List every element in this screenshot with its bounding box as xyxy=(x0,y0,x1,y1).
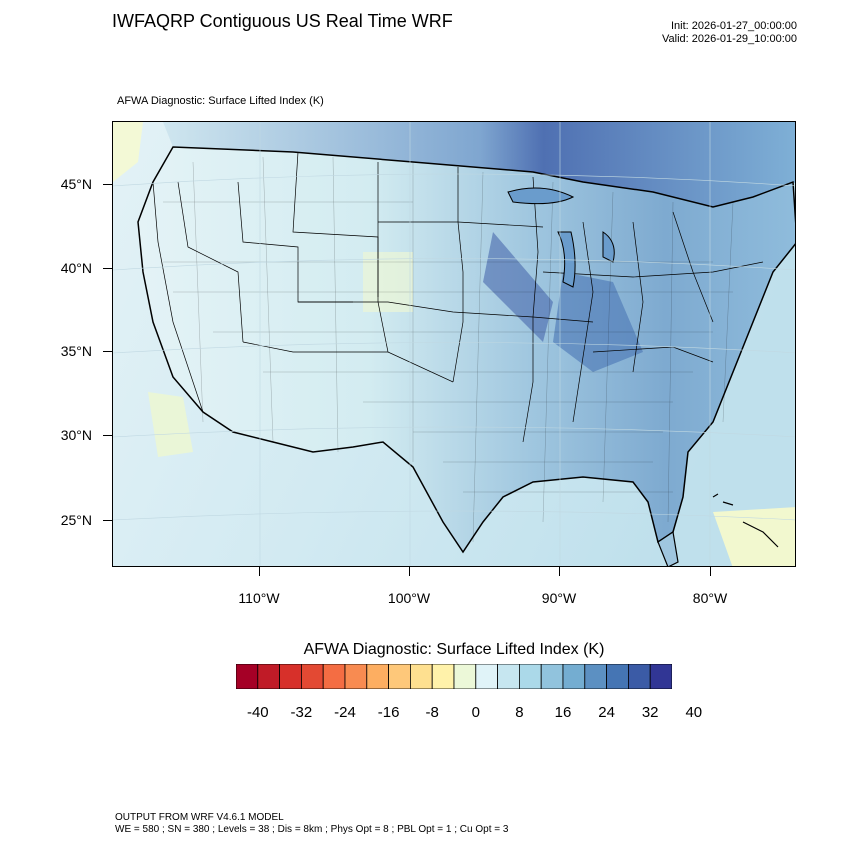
colorbar-swatch xyxy=(322,664,346,689)
lon-tick xyxy=(559,567,560,576)
caribbean-islands xyxy=(712,493,779,548)
colorbar-swatch xyxy=(562,664,586,689)
lon-label-100: 100°W xyxy=(387,590,431,606)
colorbar-tick-label: 0 xyxy=(471,704,480,721)
lat-label-30: 30°N xyxy=(60,427,92,443)
colorbar-swatch xyxy=(475,664,499,689)
footer-line-1: OUTPUT FROM WRF V4.6.1 MODEL xyxy=(115,812,284,823)
florida xyxy=(657,530,679,566)
colorbar-swatch xyxy=(584,664,607,689)
lat-tick xyxy=(103,268,112,269)
colorbar-tick-label: -8 xyxy=(425,704,439,721)
lat-tick xyxy=(103,351,112,352)
colorbar-tick-label: 8 xyxy=(515,704,524,721)
colorbar-swatch xyxy=(627,664,651,689)
valid-time: Valid: 2026-01-29_10:00:00 xyxy=(662,33,797,45)
lon-label-90: 90°W xyxy=(541,590,577,606)
colorbar-tick-label: 24 xyxy=(598,704,615,721)
lat-label-35: 35°N xyxy=(60,343,92,359)
canada-land xyxy=(163,122,795,207)
colorbar-swatch xyxy=(279,664,302,689)
colorbar-swatch xyxy=(388,664,411,689)
colorbar-swatch xyxy=(453,664,477,689)
init-valid-times: Init: 2026-01-27_00:00:00 Valid: 2026-01… xyxy=(662,20,797,46)
baja-patch xyxy=(148,392,193,457)
state-borders xyxy=(152,151,764,443)
lat-tick xyxy=(103,520,112,521)
colorbar-title: AFWA Diagnostic: Surface Lifted Index (K… xyxy=(303,641,605,658)
colorbar-swatch xyxy=(431,664,455,689)
lon-label-110: 110°W xyxy=(238,590,280,606)
conus-land xyxy=(137,146,795,554)
lake-superior xyxy=(507,187,575,205)
init-time: Init: 2026-01-27_00:00:00 xyxy=(671,20,797,32)
colorbar-swatch xyxy=(649,664,672,689)
footer-line-2: WE = 580 ; SN = 380 ; Levels = 38 ; Dis … xyxy=(115,824,509,835)
colorbar-swatch xyxy=(606,664,629,689)
map-svg xyxy=(113,122,795,566)
lon-tick xyxy=(409,567,410,576)
colorbar-tick-label: 40 xyxy=(685,704,703,721)
colorbar-swatch xyxy=(257,664,280,689)
colorbar-swatch xyxy=(236,664,259,689)
colorbar-swatch xyxy=(540,664,564,689)
lat-label-45: 45°N xyxy=(60,176,92,192)
lon-label-80: 80°W xyxy=(692,590,728,606)
lat-tick xyxy=(103,184,112,185)
county-borders xyxy=(163,156,734,543)
colorbar-swatch xyxy=(366,664,390,689)
colorbar-swatch xyxy=(344,664,368,689)
field-subtitle: AFWA Diagnostic: Surface Lifted Index (K… xyxy=(117,95,324,107)
plot-title: IWFAQRP Contiguous US Real Time WRF xyxy=(112,11,453,31)
colorbar-tick-label: -24 xyxy=(334,704,356,721)
lat-label-25: 25°N xyxy=(60,512,92,528)
colorbar-tick-label: 32 xyxy=(641,704,659,721)
graticule xyxy=(113,122,795,566)
colorbar-swatch xyxy=(497,664,520,689)
lat-label-40: 40°N xyxy=(60,260,92,276)
lon-tick xyxy=(259,567,260,576)
map-panel xyxy=(112,121,796,567)
ohio-valley-band xyxy=(553,272,643,372)
colorbar-swatch xyxy=(409,664,433,689)
model-info-footer: OUTPUT FROM WRF V4.6.1 MODEL WE = 580 ; … xyxy=(115,812,508,836)
lake-huron xyxy=(602,231,615,263)
pacific-warm-patch xyxy=(113,122,143,182)
colorbar-swatch xyxy=(301,664,324,689)
plains-dark-band xyxy=(483,232,553,342)
caribbean-patch xyxy=(713,507,795,566)
lon-tick xyxy=(710,567,711,576)
colorbar xyxy=(236,664,672,689)
colorbar-tick-label: -32 xyxy=(290,704,313,721)
colorbar-tick-label: 16 xyxy=(554,704,572,721)
colorbar-tick-label: -40 xyxy=(246,704,269,721)
lat-tick xyxy=(103,435,112,436)
colorbar-tick-label: -16 xyxy=(377,704,400,721)
colorbar-swatch xyxy=(518,664,542,689)
rockies-patch xyxy=(363,252,413,312)
